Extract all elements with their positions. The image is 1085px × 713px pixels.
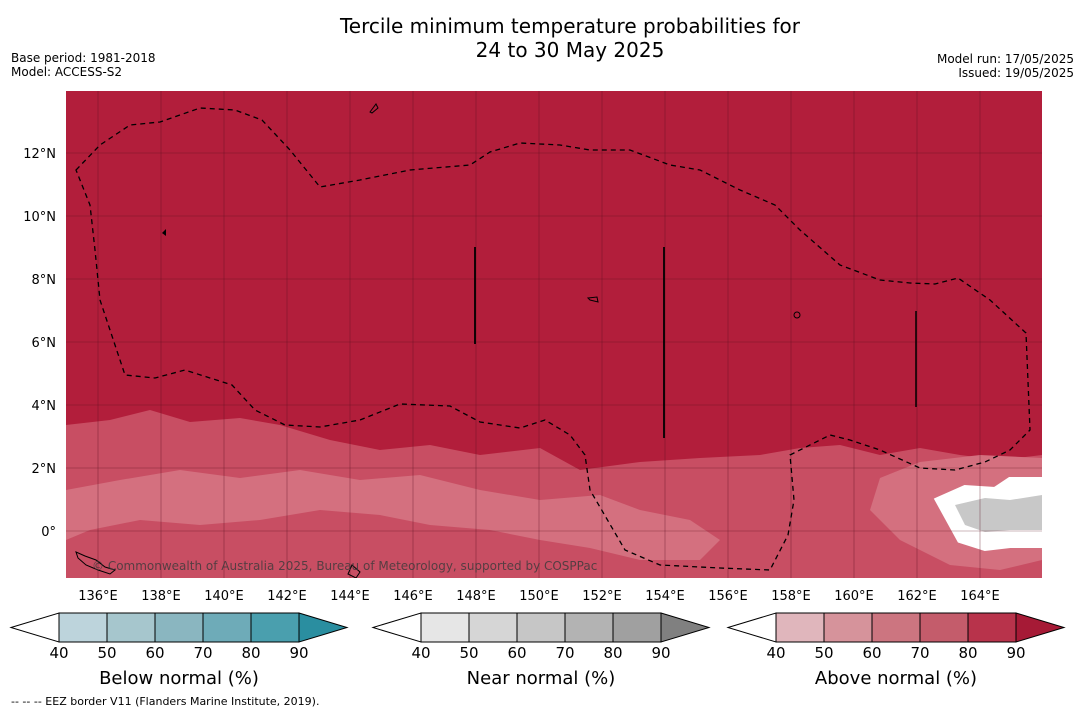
probability-band-70 (66, 410, 1042, 578)
colorbar-extend-high (298, 612, 349, 643)
issued-date: Issued: 19/05/2025 (958, 66, 1074, 80)
colorbar-title-near: Near normal (%) (466, 668, 616, 689)
colorbar-extend-high (660, 612, 711, 643)
longitude-label: 148°E (456, 589, 496, 604)
colorbar-segment (967, 612, 1017, 643)
island-outline (793, 311, 801, 319)
colorbar-tick-label: 80 (241, 644, 260, 662)
colorbar-tick-label: 50 (97, 644, 116, 662)
colorbar-segment (823, 612, 873, 643)
colorbar-segment (154, 612, 204, 643)
colorbar-tick-label: 60 (145, 644, 164, 662)
latitude-label: 10°N (23, 210, 56, 225)
colorbar-tick-label: 70 (555, 644, 574, 662)
eez-border (75, 107, 1031, 571)
meta-right: Model run: 17/05/2025 Issued: 19/05/2025 (937, 52, 1074, 80)
latitude-label: 6°N (32, 336, 57, 351)
colorbar-extend-low (726, 612, 777, 643)
longitude-label: 136°E (78, 589, 118, 604)
longitude-label: 138°E (141, 589, 181, 604)
title-line-2: 24 to 30 May 2025 (475, 38, 665, 62)
island-outline (586, 296, 599, 303)
longitude-label: 164°E (960, 589, 1000, 604)
longitude-label: 162°E (897, 589, 937, 604)
colorbars: 40 50 60 70 80 90 40 50 60 70 80 90 40 50 60 70 80 90 (9, 612, 1066, 662)
colorbar-segment (564, 612, 614, 643)
map-title: Tercile minimum temperature probabilitie… (0, 14, 1085, 62)
longitude-label: 154°E (645, 589, 685, 604)
island-outline (162, 229, 166, 236)
latitude-label: 4°N (32, 399, 57, 414)
colorbar-tick-label: 90 (651, 644, 670, 662)
latitude-labels: 12°N 10°N 8°N 6°N 4°N 2°N 0° (23, 147, 56, 540)
colorbar-tick-label: 80 (958, 644, 977, 662)
colorbar-tick-label: 60 (862, 644, 881, 662)
colorbar-segment (871, 612, 921, 643)
colorbar-tick-label: 90 (289, 644, 308, 662)
longitude-label: 158°E (771, 589, 811, 604)
colorbar-tick-label: 40 (766, 644, 785, 662)
colorbar-tick-label: 70 (193, 644, 212, 662)
model-run: Model run: 17/05/2025 (936, 52, 1074, 66)
colorbar-tick-label: 40 (49, 644, 68, 662)
colorbar-tick-label: 50 (814, 644, 833, 662)
longitude-label: 152°E (582, 589, 622, 604)
base-period: Base period: 1981-2018 (11, 51, 156, 65)
longitude-labels: 136°E 138°E 140°E 142°E 144°E 146°E 148°E 150°E… (78, 589, 1000, 604)
colorbar-segment (420, 612, 470, 643)
colorbar-tick-label: 80 (603, 644, 622, 662)
colorbar-tick-label: 40 (411, 644, 430, 662)
colorbar-segment (250, 612, 300, 643)
coastline (347, 564, 361, 578)
latitude-label: 0° (41, 525, 56, 540)
model-name: Model: ACCESS-S2 (11, 65, 123, 79)
colorbar-extend-low (371, 612, 422, 643)
colorbar-segment (775, 612, 825, 643)
latitude-label: 12°N (23, 147, 56, 162)
colorbar-tick-label: 60 (507, 644, 526, 662)
colorbar-tick-label: 70 (910, 644, 929, 662)
longitude-label: 160°E (834, 589, 874, 604)
probability-band-60 (66, 470, 720, 560)
longitude-label: 140°E (204, 589, 244, 604)
colorbar-tick-label: 50 (459, 644, 478, 662)
colorbar-segment (202, 612, 252, 643)
longitude-label: 150°E (519, 589, 559, 604)
footer-note: -- -- -- EEZ border V11 (Flanders Marine… (11, 695, 320, 708)
colorbar-title-below: Below normal (%) (99, 668, 259, 689)
near-normal-band-50 (955, 495, 1042, 532)
colorbar-extend-low (9, 612, 60, 643)
colorbar-tick-label: 90 (1006, 644, 1025, 662)
colorbar-segment (58, 612, 108, 643)
latitude-label: 2°N (32, 462, 57, 477)
colorbar-extend-high (1015, 612, 1066, 643)
colorbar-title-above: Above normal (%) (814, 668, 978, 689)
latitude-label: 8°N (32, 273, 57, 288)
meta-left: Base period: 1981-2018 Model: ACCESS-S2 (11, 51, 156, 79)
longitude-label: 146°E (393, 589, 433, 604)
longitude-label: 142°E (267, 589, 307, 604)
island-outline (369, 103, 379, 114)
colorbar-segment (612, 612, 662, 643)
coastline (75, 551, 117, 575)
colorbar-segment (106, 612, 156, 643)
colorbar-segment (468, 612, 518, 643)
colorbar-segment (516, 612, 566, 643)
colorbar-segment (919, 612, 969, 643)
gridlines (66, 91, 1042, 578)
copyright-text: © Commonwealth of Australia 2025, Bureau… (92, 559, 597, 573)
longitude-label: 144°E (330, 589, 370, 604)
map-area: © Commonwealth of Australia 2025, Bureau… (66, 91, 1042, 578)
title-line-1: Tercile minimum temperature probabilitie… (339, 14, 801, 38)
longitude-label: 156°E (708, 589, 748, 604)
